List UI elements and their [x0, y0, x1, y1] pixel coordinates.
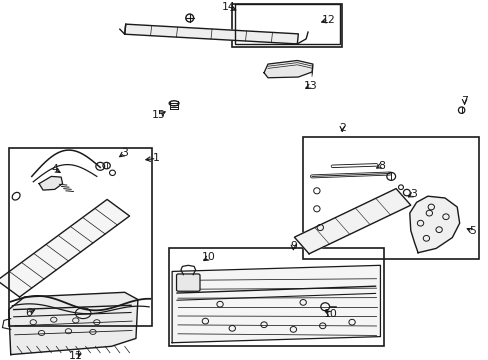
Polygon shape — [39, 176, 62, 190]
Polygon shape — [9, 292, 138, 355]
Polygon shape — [0, 199, 129, 297]
Bar — [9, 148, 151, 326]
Text: 10: 10 — [202, 252, 215, 262]
Text: 14: 14 — [222, 2, 235, 12]
Text: 3: 3 — [409, 189, 416, 199]
Bar — [232, 4, 342, 47]
Text: 2: 2 — [338, 123, 345, 133]
Polygon shape — [264, 60, 312, 78]
Polygon shape — [409, 196, 459, 253]
Polygon shape — [124, 24, 298, 44]
Text: 7: 7 — [460, 96, 467, 106]
Bar — [168, 248, 383, 346]
Text: 10: 10 — [323, 309, 337, 319]
Text: 15: 15 — [152, 110, 165, 120]
Text: 8: 8 — [377, 161, 384, 171]
Text: 12: 12 — [321, 15, 335, 25]
Text: 11: 11 — [69, 351, 82, 360]
Text: 3: 3 — [121, 148, 128, 158]
Text: 6: 6 — [25, 308, 32, 318]
Bar — [234, 4, 339, 44]
FancyBboxPatch shape — [176, 274, 200, 291]
Text: 1: 1 — [153, 153, 160, 163]
Text: 5: 5 — [468, 226, 475, 236]
Text: 4: 4 — [51, 164, 58, 174]
Text: 13: 13 — [304, 81, 317, 91]
Polygon shape — [172, 265, 380, 343]
Polygon shape — [294, 189, 410, 254]
Bar — [303, 137, 478, 259]
Text: 9: 9 — [289, 240, 296, 251]
